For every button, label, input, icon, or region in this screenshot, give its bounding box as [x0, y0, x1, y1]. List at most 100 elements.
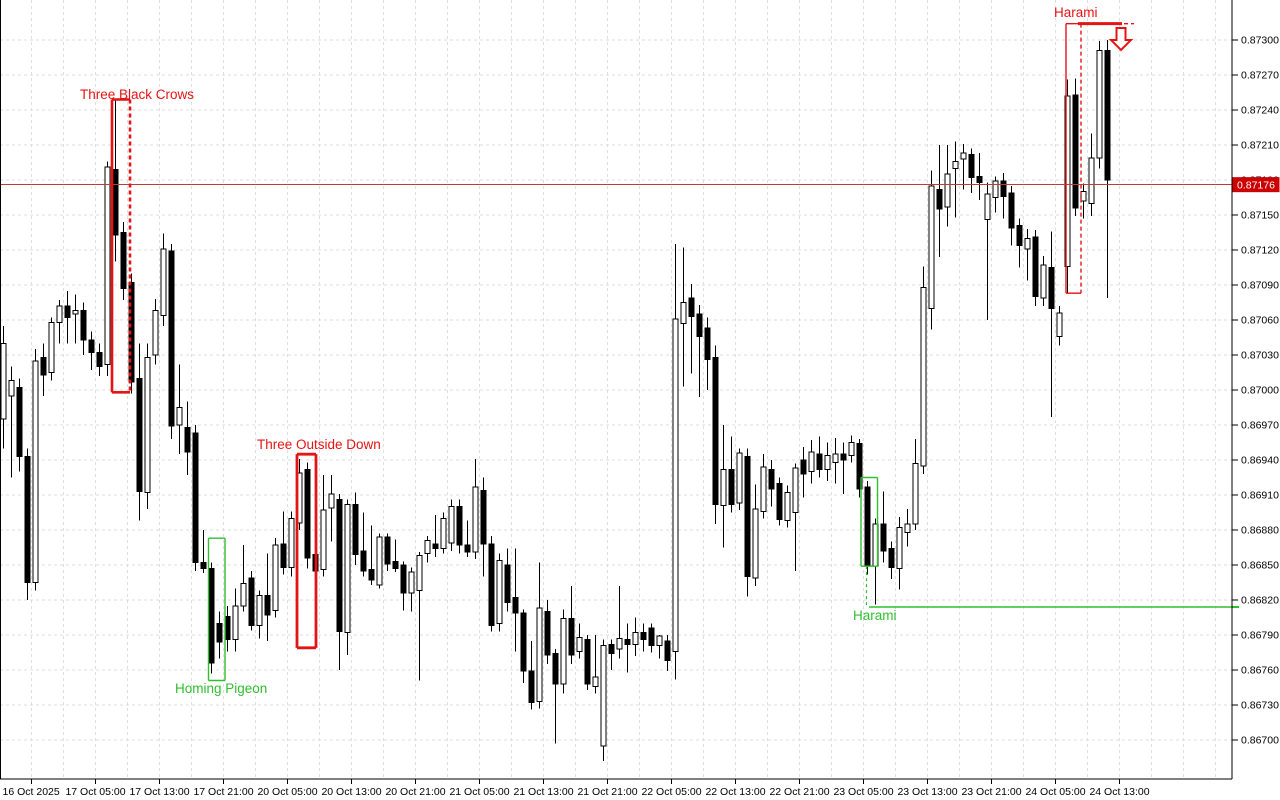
candle: [496, 553, 503, 632]
candle: [1000, 173, 1007, 219]
candle: [96, 343, 103, 376]
candle-body-bullish: [920, 286, 927, 467]
candle-body-bearish: [640, 632, 647, 641]
candle: [32, 349, 39, 591]
candle-body-bearish: [696, 313, 703, 337]
candle-body-bullish: [72, 310, 79, 315]
candle-body-bullish: [1064, 95, 1071, 267]
candle-body-bearish: [1072, 94, 1079, 209]
candle-body-bearish: [744, 456, 751, 578]
x-tick-label: 22 Oct 21:00: [769, 786, 829, 798]
candle-body-bullish: [496, 559, 503, 624]
candle-body-bearish: [1008, 192, 1015, 229]
candle: [1048, 231, 1055, 417]
candle: [848, 435, 855, 463]
candle: [704, 317, 711, 390]
candle-body-bearish: [776, 482, 783, 520]
candle: [624, 623, 631, 673]
candle-body-bearish: [624, 639, 631, 645]
candle: [400, 561, 407, 611]
price-badge[interactable]: [1232, 177, 1280, 193]
candle-body-bullish: [576, 636, 583, 652]
candle-body-bullish: [792, 467, 799, 514]
candle-body-bearish: [888, 548, 895, 568]
candle-body-bullish: [32, 360, 39, 583]
candle: [472, 458, 479, 560]
candle: [680, 247, 687, 387]
down-arrow-icon[interactable]: [1108, 27, 1134, 52]
pattern-label-harami-bearish[interactable]: Harami: [1054, 5, 1098, 20]
candle: [16, 378, 23, 472]
candle: [608, 639, 615, 670]
candle: [576, 623, 583, 659]
candle: [304, 462, 311, 569]
candle: [256, 590, 263, 639]
candle-body-bearish: [80, 310, 87, 341]
candle: [56, 300, 63, 344]
candle-body-bullish: [1056, 312, 1063, 337]
candle: [240, 545, 247, 612]
candle-body-bullish: [992, 180, 999, 198]
x-tick-label: 24 Oct 05:00: [1025, 786, 1085, 798]
candle: [616, 586, 623, 659]
y-tick-label: 0.87000: [1241, 385, 1279, 397]
y-tick-label: 0.86760: [1241, 665, 1279, 677]
candle-body-bearish: [136, 377, 143, 492]
pattern-label-homing-pigeon[interactable]: Homing Pigeon: [175, 681, 267, 696]
candle-body-bearish: [224, 615, 231, 641]
candle: [712, 345, 719, 525]
candle-body-bearish: [392, 561, 399, 569]
candle-body-bearish: [216, 622, 223, 643]
candle-body-bullish: [320, 509, 327, 571]
pattern-annotation-harami-bearish[interactable]: Harami: [1054, 5, 1134, 294]
y-tick-label: 0.86850: [1241, 560, 1279, 572]
candle-body-bearish: [568, 618, 575, 656]
candle-body-bullish: [536, 607, 543, 703]
candle: [88, 331, 95, 371]
pattern-label-three-outside-down[interactable]: Three Outside Down: [257, 437, 381, 452]
candle-body-bullish: [376, 536, 383, 586]
candle: [904, 509, 911, 547]
candle: [976, 153, 983, 200]
candle: [992, 176, 999, 213]
candle-body-bearish: [88, 339, 95, 354]
candle-body-bullish: [408, 571, 415, 594]
x-tick-label: 23 Oct 21:00: [961, 786, 1021, 798]
pattern-label-harami-bullish[interactable]: Harami: [853, 608, 897, 623]
candle-body-bearish: [840, 453, 847, 461]
candle-body-bearish: [856, 443, 863, 490]
candle: [72, 294, 79, 344]
x-tick-label: 20 Oct 13:00: [321, 786, 381, 798]
candle-body-bearish: [480, 489, 487, 545]
candle: [160, 233, 167, 326]
candle-body-bearish: [544, 611, 551, 656]
candle-body-bullish: [600, 645, 607, 747]
pattern-label-three-black-crows[interactable]: Three Black Crows: [80, 87, 194, 102]
x-tick-label: 23 Oct 05:00: [833, 786, 893, 798]
candle: [960, 143, 967, 190]
candle: [816, 436, 823, 478]
pattern-annotation-harami-bullish[interactable]: Harami: [853, 476, 1239, 624]
candle: [192, 425, 199, 571]
candle-body-bullish: [176, 407, 183, 426]
candle: [24, 448, 31, 600]
candle: [632, 617, 639, 656]
candle: [264, 553, 271, 641]
pattern-annotation-three-black-crows[interactable]: Three Black Crows: [80, 87, 194, 394]
candle: [288, 511, 295, 577]
pattern-annotation-homing-pigeon[interactable]: Homing Pigeon: [175, 537, 267, 696]
x-tick-label: 21 Oct 21:00: [577, 786, 637, 798]
y-tick-label: 0.87090: [1241, 280, 1279, 292]
y-tick-label: 0.86730: [1241, 700, 1279, 712]
candle: [1064, 79, 1071, 294]
candle: [1096, 41, 1103, 169]
candle: [840, 442, 847, 494]
candle: [120, 222, 127, 301]
candle: [592, 635, 599, 694]
candle: [104, 161, 111, 376]
candle: [80, 302, 87, 355]
candle-body-bearish: [192, 432, 199, 564]
pattern-annotation-three-outside-down[interactable]: Three Outside Down: [257, 437, 381, 650]
